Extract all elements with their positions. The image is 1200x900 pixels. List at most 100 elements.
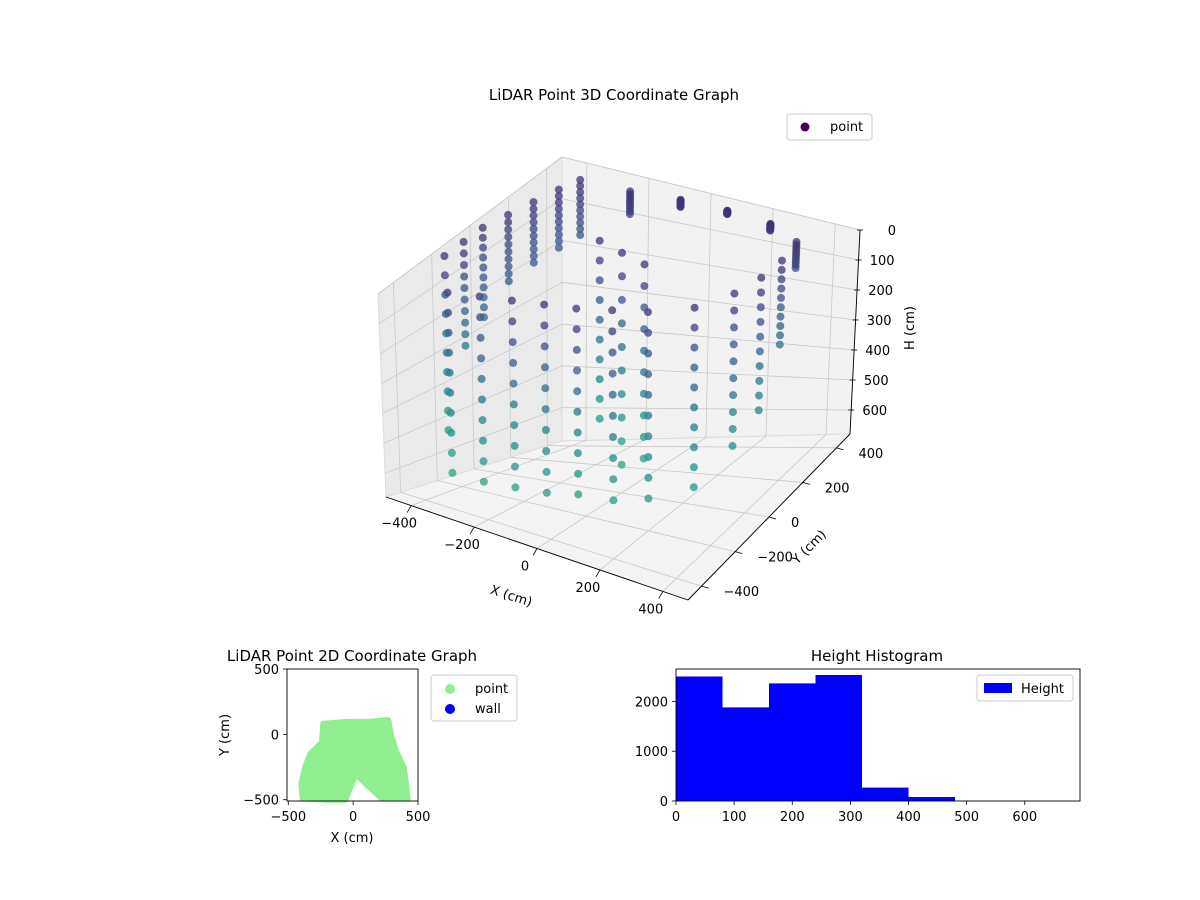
data-point [460, 307, 469, 316]
grid-line [561, 407, 852, 411]
ticks-3d: −400 −200 0 200 400 −400 −200 0 200 400 0 100 200 300… [381, 224, 896, 617]
data-point [554, 230, 563, 239]
data-point [554, 217, 563, 226]
data-point [479, 263, 488, 272]
data-point [542, 488, 551, 497]
data-point [540, 321, 549, 330]
legend-label-wall-2d: wall [475, 702, 501, 717]
data-point [595, 375, 604, 384]
z-tick-label: 100 [870, 254, 895, 269]
y-tick [701, 585, 709, 589]
data-point [690, 423, 699, 432]
data-point [690, 363, 699, 372]
data-point [676, 203, 685, 211]
data-point [777, 293, 785, 302]
y-tick [735, 551, 743, 554]
data-point [617, 343, 626, 351]
data-point [576, 200, 585, 209]
grid-line [437, 480, 736, 552]
data-point [479, 293, 488, 302]
grid-line [561, 240, 858, 291]
data-point [444, 406, 452, 415]
y-tick-label-hist: 1000 [635, 745, 668, 760]
histogram-bar [722, 707, 769, 801]
data-point [541, 405, 550, 414]
data-point [541, 384, 550, 393]
data-point [639, 432, 648, 441]
histogram-ticks: 0 100 200 300 400 500 600 0 1000 2000 [635, 695, 1037, 825]
grid-line [561, 198, 859, 261]
data-point [480, 313, 488, 322]
data-point [755, 347, 764, 356]
data-point [777, 284, 786, 293]
data-point [459, 249, 468, 258]
data-point [440, 252, 449, 260]
data-point [608, 390, 617, 399]
chart-histogram: Height Histogram 0 100 200 300 400 500 600 0 100… [635, 647, 1081, 825]
legend-2d: point wall [430, 674, 518, 722]
x-tick-label-hist: 100 [722, 810, 747, 825]
data-point [576, 224, 585, 233]
data-point [554, 211, 563, 220]
data-point [541, 426, 550, 434]
data-point [595, 276, 604, 285]
data-point [504, 277, 513, 286]
grid-line [510, 456, 803, 483]
data-point [479, 303, 488, 312]
data-point [509, 400, 518, 409]
data-point [617, 413, 626, 422]
data-point [461, 318, 470, 327]
z-tick-label: 200 [868, 284, 893, 299]
data-point [542, 467, 551, 476]
data-point [542, 447, 551, 455]
data-point [460, 295, 469, 304]
z-axis-label: H (cm) [903, 306, 918, 350]
grid-line [377, 156, 563, 295]
x-tick-label: 200 [576, 581, 601, 596]
data-point [756, 317, 765, 326]
x-tick [658, 591, 664, 599]
data-point [723, 210, 732, 219]
data-point [690, 403, 699, 412]
data-point [554, 198, 563, 207]
grid-line [382, 323, 563, 414]
x-tick-label: 400 [638, 602, 663, 617]
data-point [504, 210, 513, 219]
grid-line [473, 468, 770, 518]
data-point [640, 260, 649, 269]
data-point [644, 473, 653, 482]
histogram-bar [676, 676, 723, 801]
data-point [576, 188, 585, 197]
data-point [690, 383, 699, 392]
data-point [510, 441, 519, 450]
z-tick-label: 400 [865, 344, 890, 359]
data-point [529, 258, 538, 267]
data-point [441, 310, 450, 318]
plot-2d-frame [286, 668, 419, 802]
data-point [504, 218, 513, 227]
data-point [640, 346, 649, 355]
data-point [755, 362, 764, 371]
x-tick-label-2d: 0 [349, 810, 357, 825]
data-point [576, 175, 585, 184]
data-point [729, 391, 738, 400]
y-tick-label-2d: −500 [243, 794, 279, 809]
data-point [443, 387, 452, 396]
data-point [595, 335, 604, 344]
data-point [728, 408, 737, 417]
histogram-bar [815, 675, 862, 801]
y-tick-label-2d: 500 [254, 663, 279, 678]
data-point [507, 296, 516, 305]
grid-3d [377, 156, 861, 592]
x-axis-label-2d: X (cm) [331, 831, 374, 846]
data-point [640, 368, 648, 377]
data-point [504, 247, 513, 256]
data-point [756, 332, 765, 341]
data-point [574, 490, 583, 499]
data-point [728, 441, 737, 450]
data-point [618, 248, 626, 257]
data-point [511, 462, 519, 471]
data-point [529, 198, 538, 207]
data-point [690, 323, 699, 332]
